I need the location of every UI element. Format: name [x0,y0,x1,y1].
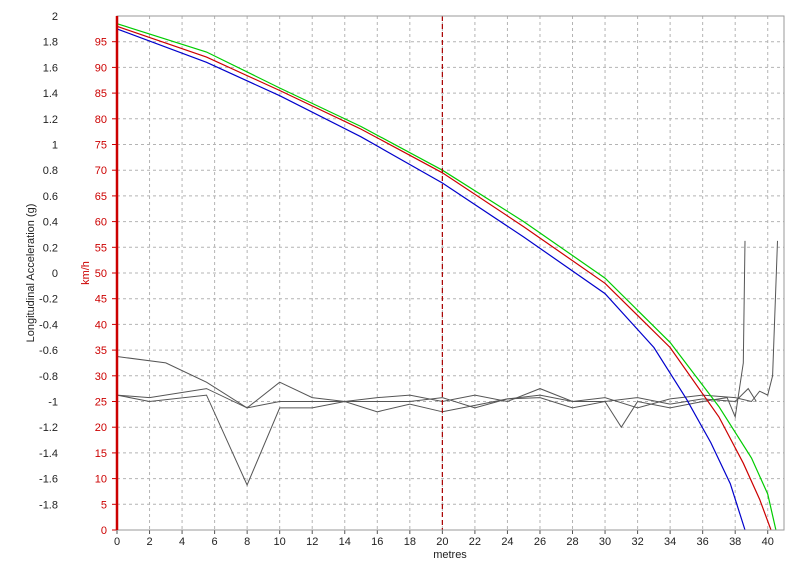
accel-tick-label: 0 [52,268,58,280]
speed-tick-label: 15 [95,448,107,460]
speed-tick-label: 10 [95,474,107,486]
accel-tick-label: 0.4 [43,217,58,229]
x-tick-label: 24 [501,536,513,548]
x-axis-title: metres [433,549,467,561]
accel-tick-label: 0.6 [43,191,58,203]
x-tick-label: 14 [339,536,351,548]
x-tick-label: 16 [371,536,383,548]
accel-tick-label: -1.8 [39,499,58,511]
speed-tick-label: 85 [95,88,107,100]
x-tick-label: 22 [469,536,481,548]
speed-tick-label: 55 [95,242,107,254]
x-tick-label: 6 [212,536,218,548]
accel-tick-label: -1 [48,397,58,409]
x-tick-label: 18 [404,536,416,548]
x-tick-label: 4 [179,536,185,548]
series-layer [116,23,778,531]
speed-tick-label: 35 [95,345,107,357]
accel-tick-label: 1.6 [43,62,58,74]
x-tick-label: 12 [306,536,318,548]
accel-tick-label: 1.4 [43,88,58,100]
accel-tick-label: 1 [52,140,58,152]
accel-tick-label: -1.4 [39,448,58,460]
speed-tick-label: 50 [95,268,107,280]
speed-tick-label: 65 [95,191,107,203]
accel-axis-title: Longitudinal Acceleration (g) [25,204,37,343]
x-tick-label: 36 [697,536,709,548]
speed-tick-label: 5 [101,499,107,511]
plot-background [117,16,784,530]
speed-tick-label: 20 [95,422,107,434]
accel-tick-label: -0.2 [39,294,58,306]
x-tick-label: 20 [436,536,448,548]
accel-tick-label: -1.2 [39,422,58,434]
x-axis-ticks: 0 2 4 6 8 10 12 14 16 18 20 22 24 26 28 30 32 34 36 38 40 [114,530,774,548]
x-tick-label: 26 [534,536,546,548]
accel-tick-label: -1.6 [39,474,58,486]
accel-tick-label: -0.4 [39,319,58,331]
x-tick-label: 0 [114,536,120,548]
x-tick-label: 40 [762,536,774,548]
accel-series-line [116,240,778,409]
speed-tick-label: 45 [95,294,107,306]
x-tick-label: 38 [729,536,741,548]
x-tick-label: 10 [274,536,286,548]
speed-tick-label: 90 [95,62,107,74]
speed-series-line [116,23,777,531]
accel-tick-label: 0.2 [43,242,58,254]
speed-tick-label: 60 [95,217,107,229]
speed-series-line [116,25,772,531]
speed-series-line [116,28,746,531]
speed-tick-label: 95 [95,37,107,49]
speed-tick-label: 40 [95,319,107,331]
accel-axis-ticks: 2 1.8 1.6 1.4 1.2 1 0.8 0.6 0.4 0.2 0 -0.2 -0.4 -0.6 -… [39,11,58,511]
grid [117,16,784,530]
x-tick-label: 28 [566,536,578,548]
x-tick-label: 2 [146,536,152,548]
accel-tick-label: -0.6 [39,345,58,357]
accel-tick-label: 0.8 [43,165,58,177]
speed-tick-label: 25 [95,397,107,409]
x-tick-label: 32 [631,536,643,548]
speed-tick-label: 0 [101,525,107,537]
accel-tick-label: -0.8 [39,371,58,383]
speed-tick-label: 75 [95,140,107,152]
speed-tick-label: 80 [95,114,107,126]
accel-series-line [116,387,757,413]
speed-tick-label: 30 [95,371,107,383]
x-tick-label: 30 [599,536,611,548]
speed-axis-title: km/h [80,261,92,285]
accel-tick-label: 1.8 [43,37,58,49]
x-tick-label: 34 [664,536,676,548]
accel-tick-label: 1.2 [43,114,58,126]
accel-tick-label: 2 [52,11,58,23]
x-tick-label: 8 [244,536,250,548]
speed-tick-label: 70 [95,165,107,177]
